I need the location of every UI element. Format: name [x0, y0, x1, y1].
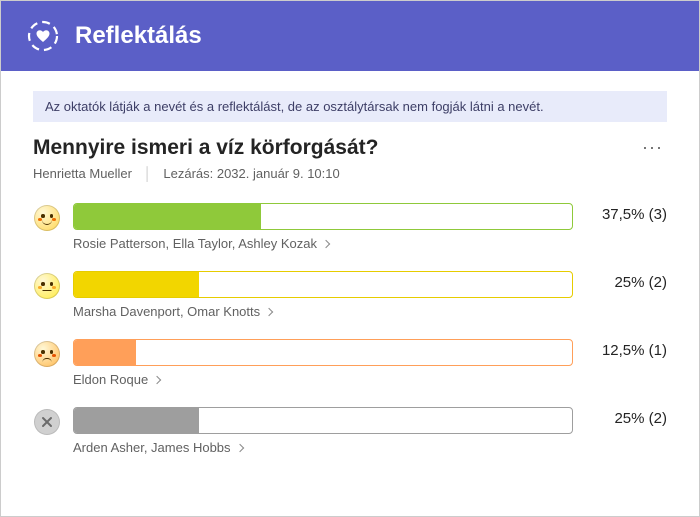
result-row: Marsha Davenport, Omar Knotts 25% (2)	[33, 271, 667, 319]
respondent-names[interactable]: Eldon Roque	[73, 372, 573, 387]
header-title: Reflektálás	[75, 22, 202, 50]
reflect-card: Reflektálás Az oktatók látják a nevét és…	[0, 0, 700, 517]
bar-fill	[74, 340, 136, 365]
names-text: Marsha Davenport, Omar Knotts	[73, 304, 260, 319]
author-name: Henrietta Mueller	[33, 166, 132, 181]
emoji-wrap	[33, 408, 61, 436]
result-row: Rosie Patterson, Ella Taylor, Ashley Koz…	[33, 203, 667, 251]
bar-column: Marsha Davenport, Omar Knotts	[73, 271, 573, 319]
bar-track	[73, 271, 573, 298]
percent-label: 25% (2)	[585, 407, 667, 427]
emoji-wrap	[33, 204, 61, 232]
privacy-notice: Az oktatók látják a nevét és a reflektál…	[33, 91, 667, 122]
results-list: Rosie Patterson, Ella Taylor, Ashley Koz…	[33, 203, 667, 455]
bar-column: Eldon Roque	[73, 339, 573, 387]
closing-time: Lezárás: 2032. január 9. 10:10	[163, 166, 339, 181]
names-text: Arden Asher, James Hobbs	[73, 440, 231, 455]
emoji-sad-icon	[34, 341, 60, 367]
emoji-neutral-icon	[34, 273, 60, 299]
reflect-heart-icon	[25, 18, 61, 54]
bar-column: Arden Asher, James Hobbs	[73, 407, 573, 455]
percent-label: 25% (2)	[585, 271, 667, 291]
card-header: Reflektálás	[1, 1, 699, 71]
respondent-names[interactable]: Rosie Patterson, Ella Taylor, Ashley Koz…	[73, 236, 573, 251]
respondent-names[interactable]: Marsha Davenport, Omar Knotts	[73, 304, 573, 319]
question-text: Mennyire ismeri a víz körforgását?	[33, 136, 378, 160]
result-row: Arden Asher, James Hobbs 25% (2)	[33, 407, 667, 455]
bar-track	[73, 407, 573, 434]
bar-track	[73, 339, 573, 366]
emoji-wrap	[33, 340, 61, 368]
names-text: Eldon Roque	[73, 372, 148, 387]
bar-fill	[74, 408, 199, 433]
more-options-button[interactable]: ···	[638, 136, 667, 158]
emoji-wrap	[33, 272, 61, 300]
names-text: Rosie Patterson, Ella Taylor, Ashley Koz…	[73, 236, 317, 251]
chevron-right-icon	[265, 307, 273, 315]
bar-fill	[74, 204, 261, 229]
chevron-right-icon	[153, 375, 161, 383]
bar-column: Rosie Patterson, Ella Taylor, Ashley Koz…	[73, 203, 573, 251]
emoji-happy-icon	[34, 205, 60, 231]
bar-fill	[74, 272, 199, 297]
chevron-right-icon	[322, 239, 330, 247]
meta-separator: │	[144, 166, 152, 181]
emoji-none-icon	[34, 409, 60, 435]
question-meta: Henrietta Mueller │ Lezárás: 2032. januá…	[33, 166, 667, 181]
result-row: Eldon Roque 12,5% (1)	[33, 339, 667, 387]
card-body: Az oktatók látják a nevét és a reflektál…	[1, 71, 699, 516]
bar-track	[73, 203, 573, 230]
percent-label: 12,5% (1)	[585, 339, 667, 359]
respondent-names[interactable]: Arden Asher, James Hobbs	[73, 440, 573, 455]
question-row: Mennyire ismeri a víz körforgását? ···	[33, 136, 667, 166]
chevron-right-icon	[235, 443, 243, 451]
percent-label: 37,5% (3)	[585, 203, 667, 223]
